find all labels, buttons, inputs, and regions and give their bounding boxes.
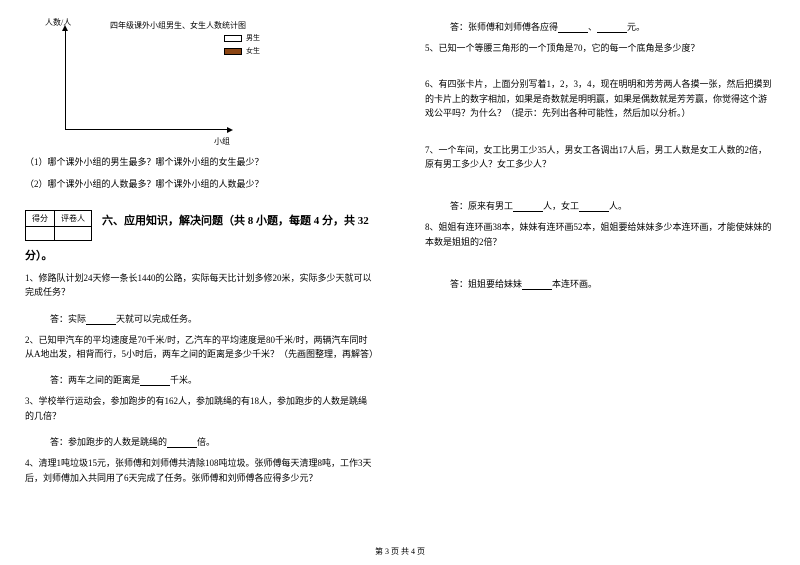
- answer-3: 答：参加跑步的人数是跳绳的 倍。: [50, 435, 375, 448]
- problem-7: 7、一个车间，女工比男工少35人，男女工各调出17人后，男工人数是女工人数的2倍…: [425, 143, 775, 172]
- a4-pre: 答：张师傅和刘师傅各应得: [450, 22, 558, 32]
- blank-1: [86, 314, 116, 325]
- chart-title: 四年级课外小组男生、女生人数统计图: [110, 20, 246, 31]
- a7-post: 人。: [609, 201, 627, 211]
- problem-4: 4、清理1吨垃圾15元，张师傅和刘师傅共清除108吨垃圾。张师傅每天清理8吨，工…: [25, 456, 375, 485]
- legend-box-male: [224, 35, 242, 42]
- blank-3: [167, 437, 197, 448]
- blank-4b: [597, 22, 627, 33]
- score-empty-1: [26, 226, 55, 240]
- blank-8: [522, 279, 552, 290]
- blank-7b: [579, 201, 609, 212]
- chart-legend: 男生 女生: [224, 33, 260, 59]
- score-empty-2: [55, 226, 92, 240]
- a3-post: 倍。: [197, 437, 215, 447]
- a3-pre: 答：参加跑步的人数是跳绳的: [50, 437, 167, 447]
- answer-1: 答：实际 天就可以完成任务。: [50, 312, 375, 325]
- legend-item-male: 男生: [224, 33, 260, 43]
- answer-2: 答：两车之间的距离是 千米。: [50, 373, 375, 386]
- section-6-title: 六、应用知识，解决问题（共 8 小题，每题 4 分，共 32: [102, 210, 369, 228]
- a2-post: 千米。: [170, 375, 197, 385]
- answer-8: 答：姐姐要给妹妹 本连环画。: [450, 277, 775, 290]
- x-axis-arrow: [227, 127, 233, 133]
- a8-post: 本连环画。: [552, 279, 597, 289]
- a7-mid: 人，女工: [543, 201, 579, 211]
- blank-4a: [558, 22, 588, 33]
- answer-7: 答：原来有男工 人，女工 人。: [450, 199, 775, 212]
- x-axis-label: 小组: [214, 136, 230, 147]
- left-column: 人数/人 四年级课外小组男生、女生人数统计图 小组 男生 女生 （1）哪个课外小…: [0, 0, 400, 535]
- legend-box-female: [224, 48, 242, 55]
- problem-8: 8、姐姐有连环画38本，妹妹有连环画52本，姐姐要给妹妹多少本连环画，才能使妹妹…: [425, 220, 775, 249]
- problem-5: 5、已知一个等腰三角形的一个顶角是70，它的每一个底角是多少度？: [425, 41, 775, 55]
- legend-label-female: 女生: [246, 46, 260, 56]
- problem-2: 2、已知甲汽车的平均速度是70千米/时，乙汽车的平均速度是80千米/时，两辆汽车…: [25, 333, 375, 362]
- section-6-header: 得分 评卷人 六、应用知识，解决问题（共 8 小题，每题 4 分，共 32: [25, 210, 375, 241]
- a1-post: 天就可以完成任务。: [116, 314, 197, 324]
- a2-pre: 答：两车之间的距离是: [50, 375, 140, 385]
- chart-question-1: （1）哪个课外小组的男生最多？哪个课外小组的女生最少？: [25, 155, 375, 169]
- x-axis: [65, 129, 230, 130]
- score-cell-2: 评卷人: [55, 210, 92, 226]
- blank-7a: [513, 201, 543, 212]
- section-6-suffix: 分）。: [25, 247, 375, 263]
- y-axis: [65, 30, 66, 130]
- right-column: 答：张师傅和刘师傅各应得 、 元。 5、已知一个等腰三角形的一个顶角是70，它的每一…: [400, 0, 800, 535]
- problem-3: 3、学校举行运动会，参加跑步的有162人，参加跳绳的有18人，参加跑步的人数是跳…: [25, 394, 375, 423]
- legend-item-female: 女生: [224, 46, 260, 56]
- a8-pre: 答：姐姐要给妹妹: [450, 279, 522, 289]
- a4-post: 元。: [627, 22, 645, 32]
- answer-4: 答：张师傅和刘师傅各应得 、 元。: [450, 20, 775, 33]
- a7-pre: 答：原来有男工: [450, 201, 513, 211]
- legend-label-male: 男生: [246, 33, 260, 43]
- blank-2: [140, 375, 170, 386]
- problem-1: 1、修路队计划24天修一条长1440的公路，实际每天比计划多修20米，实际多少天…: [25, 271, 375, 300]
- page-footer: 第 3 页 共 4 页: [0, 546, 800, 557]
- a1-pre: 答：实际: [50, 314, 86, 324]
- problem-6: 6、有四张卡片，上面分别写着1，2，3，4，现在明明和芳芳两人各摸一张，然后把摸…: [425, 77, 775, 120]
- bar-chart: 人数/人 四年级课外小组男生、女生人数统计图 小组 男生 女生: [25, 15, 285, 145]
- score-cell-1: 得分: [26, 210, 55, 226]
- chart-question-2: （2）哪个课外小组的人数最多？哪个课外小组的人数最少？: [25, 177, 375, 191]
- score-table: 得分 评卷人: [25, 210, 92, 241]
- a4-mid: 、: [588, 22, 597, 32]
